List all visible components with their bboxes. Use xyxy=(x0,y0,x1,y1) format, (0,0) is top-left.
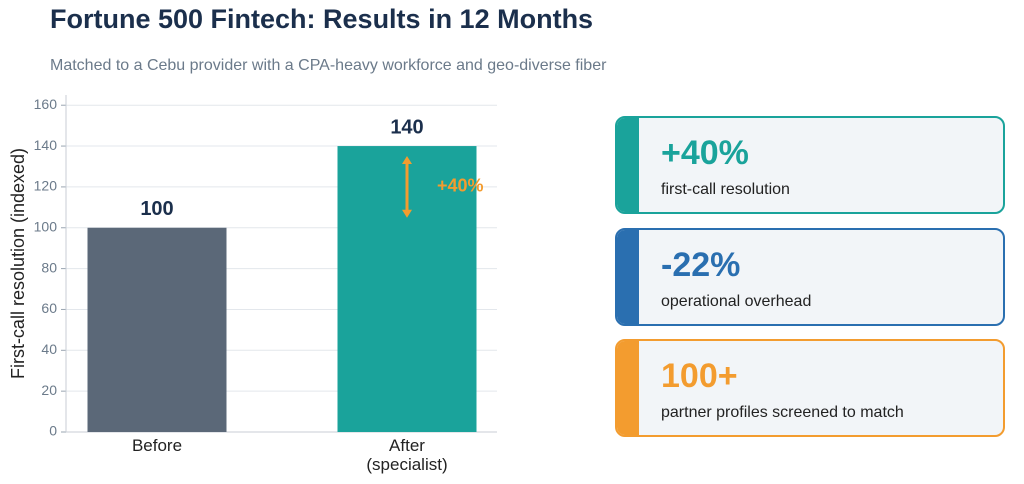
y-axis-label: First-call resolution (indexed) xyxy=(8,148,28,379)
annotation-text: +40% xyxy=(437,176,484,196)
card-accent xyxy=(617,230,639,324)
x-tick-label: Before xyxy=(131,436,183,455)
y-tick-label: 80 xyxy=(41,259,57,275)
subtitle: Matched to a Cebu provider with a CPA-he… xyxy=(50,57,607,74)
card-value: -22% xyxy=(661,246,741,284)
y-tick-label: 0 xyxy=(49,423,57,439)
value-label: 100 xyxy=(140,198,173,220)
bar xyxy=(87,227,227,432)
y-tick-label: 60 xyxy=(41,300,57,316)
card-value: 100+ xyxy=(661,357,738,395)
stat-card: +40% first-call resolution xyxy=(615,116,1005,214)
y-tick-label: 40 xyxy=(41,341,57,357)
card-label: operational overhead xyxy=(661,293,812,310)
title: Fortune 500 Fintech: Results in 12 Month… xyxy=(50,4,594,34)
y-tick-label: 20 xyxy=(41,382,57,398)
value-label: 140 xyxy=(390,116,423,138)
card-value: +40% xyxy=(661,134,749,172)
card-label: partner profiles screened to match xyxy=(661,404,904,421)
arrow-head xyxy=(402,156,412,165)
x-tick-label: After (specialist) xyxy=(366,436,448,474)
arrow-head xyxy=(402,209,412,218)
card-accent xyxy=(617,341,639,435)
y-tick-label: 140 xyxy=(34,137,58,153)
y-tick-label: 160 xyxy=(34,96,58,112)
card-accent xyxy=(617,118,639,212)
chart: 0 20 40 60 80 100 120 140 160 First-call resoluti… xyxy=(8,95,497,439)
y-tick-label: 120 xyxy=(34,178,58,194)
stat-card: -22% operational overhead xyxy=(615,228,1005,326)
card-label: first-call resolution xyxy=(661,181,790,198)
y-tick-label: 100 xyxy=(34,218,58,234)
stat-card: 100+ partner profiles screened to match xyxy=(615,339,1005,437)
